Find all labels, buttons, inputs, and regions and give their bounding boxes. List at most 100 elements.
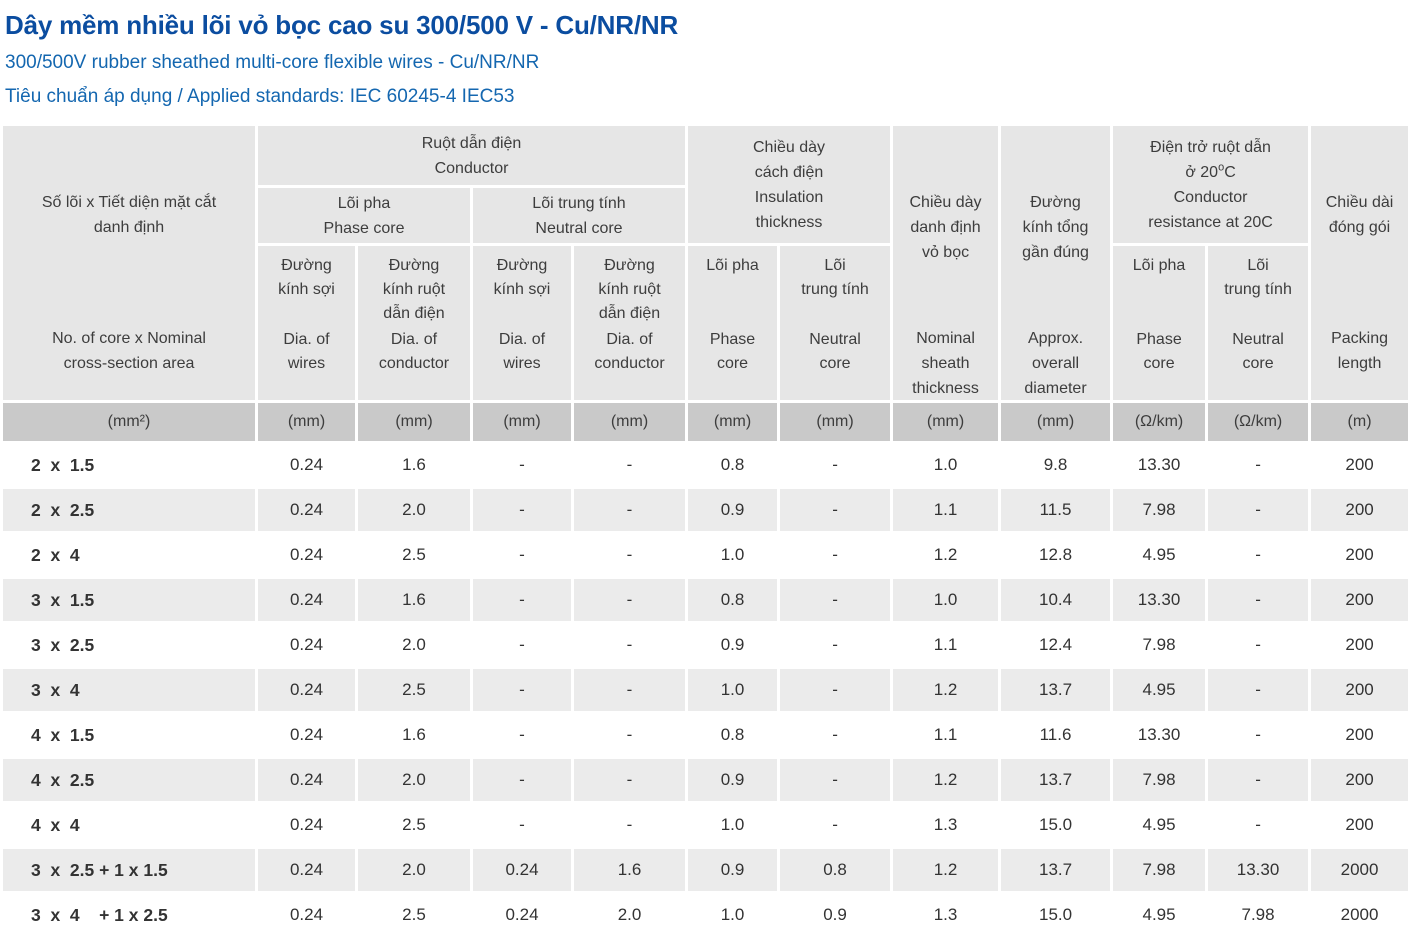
- header-label-vi-degree: ở 20oC: [1113, 160, 1308, 185]
- cell-value: 2000: [1310, 893, 1408, 938]
- cell-value: 2.0: [357, 848, 472, 893]
- cell-value: 2.0: [357, 488, 472, 533]
- cell-value: 0.24: [257, 578, 357, 623]
- cell-value: 7.98: [1112, 758, 1207, 803]
- header-label-vi: Lõi pha: [1113, 246, 1205, 278]
- col-header-dia-conductor-neutral: Đường kính ruột dẫn điện Dia. of conduct…: [573, 245, 687, 402]
- header-label-en: Phase core: [1113, 328, 1205, 376]
- col-header-phase-core-group: Lõi pha Phase core: [257, 187, 472, 245]
- col-header-dia-conductor-phase: Đường kính ruột dẫn điện Dia. of conduct…: [357, 245, 472, 402]
- unit-cell: (Ω/km): [1207, 402, 1310, 443]
- cell-core-size: 3 x 2.5: [2, 623, 257, 668]
- unit-cell: (mm): [357, 402, 472, 443]
- cell-value: 1.2: [892, 848, 1000, 893]
- header-label-vi: Chiều dày cách điện: [688, 135, 890, 185]
- cell-value: 13.30: [1207, 848, 1310, 893]
- col-header-packing-length: Chiều dài đóng gói Packing length: [1310, 125, 1408, 402]
- unit-cell: (mm): [1000, 402, 1112, 443]
- cell-value: 0.8: [687, 578, 779, 623]
- cell-core-size: 3 x 4 + 1 x 2.5: [2, 893, 257, 938]
- cell-value: 1.2: [892, 533, 1000, 578]
- cell-value: -: [472, 488, 573, 533]
- cell-value: -: [573, 623, 687, 668]
- cell-value: -: [472, 443, 573, 488]
- cell-value: -: [1207, 578, 1310, 623]
- cell-value: 1.0: [687, 893, 779, 938]
- cell-value: -: [779, 803, 892, 848]
- header-label-en: No. of core x Nominal cross-section area: [3, 326, 255, 376]
- cell-value: 1.2: [892, 668, 1000, 713]
- cell-value: -: [1207, 758, 1310, 803]
- col-header-neutral-core-group: Lõi trung tính Neutral core: [472, 187, 687, 245]
- header-label-en: Dia. of conductor: [358, 328, 470, 376]
- cell-value: 0.24: [257, 713, 357, 758]
- cell-value: 1.0: [892, 578, 1000, 623]
- unit-cell: (Ω/km): [1112, 402, 1207, 443]
- cell-core-size: 4 x 2.5: [2, 758, 257, 803]
- col-header-core-size: Số lõi x Tiết diện mặt cắt danh định No.…: [2, 125, 257, 402]
- cell-value: -: [472, 578, 573, 623]
- cell-value: 2.5: [357, 533, 472, 578]
- cell-value: 7.98: [1207, 893, 1310, 938]
- header-label-en: Neutral core: [1208, 328, 1308, 376]
- header-label-vi: Số lõi x Tiết diện mặt cắt danh định: [3, 190, 255, 240]
- cell-value: -: [779, 533, 892, 578]
- col-header-overall-diameter: Đường kính tổng gần đúng Approx. overall…: [1000, 125, 1112, 402]
- header-label-vi: Điện trở ruột dẫn: [1113, 135, 1308, 160]
- cell-value: 200: [1310, 758, 1408, 803]
- cell-value: 2.5: [357, 803, 472, 848]
- cell-value: 1.6: [357, 443, 472, 488]
- cell-value: 0.9: [687, 758, 779, 803]
- cell-value: 200: [1310, 803, 1408, 848]
- cell-value: 2.0: [357, 758, 472, 803]
- unit-cell: (mm): [779, 402, 892, 443]
- cell-value: 1.6: [357, 578, 472, 623]
- cell-value: -: [1207, 713, 1310, 758]
- cell-value: 1.1: [892, 713, 1000, 758]
- header-row-1: Số lõi x Tiết diện mặt cắt danh định No.…: [2, 125, 1408, 187]
- col-header-resistance-neutral: Lõi trung tính Neutral core: [1207, 245, 1310, 402]
- cell-value: 0.24: [472, 893, 573, 938]
- cell-value: 1.1: [892, 623, 1000, 668]
- header-label-vi: Lõi trung tính: [780, 246, 890, 302]
- cell-value: 1.0: [892, 443, 1000, 488]
- unit-cell: (mm): [892, 402, 1000, 443]
- cell-value: 11.6: [1000, 713, 1112, 758]
- header-label-en: Approx. overall diameter: [1001, 326, 1110, 401]
- cell-value: 1.3: [892, 803, 1000, 848]
- cell-value: -: [573, 668, 687, 713]
- cell-value: 13.7: [1000, 668, 1112, 713]
- cell-value: -: [779, 578, 892, 623]
- page-title: Dây mềm nhiều lõi vỏ bọc cao su 300/500 …: [5, 10, 1408, 40]
- header-label-vi: Đường kính sợi: [473, 246, 571, 302]
- cell-value: 2.5: [357, 893, 472, 938]
- cell-value: 200: [1310, 488, 1408, 533]
- cell-value: -: [472, 713, 573, 758]
- cell-value: -: [1207, 533, 1310, 578]
- cell-value: 0.9: [687, 848, 779, 893]
- col-header-dia-wires-phase: Đường kính sợi Dia. of wires: [257, 245, 357, 402]
- cell-value: -: [472, 623, 573, 668]
- cell-value: 0.24: [257, 893, 357, 938]
- cell-value: -: [1207, 803, 1310, 848]
- cell-value: 10.4: [1000, 578, 1112, 623]
- header-label-vi: Chiều dày danh định vỏ bọc: [893, 190, 998, 265]
- cell-value: 11.5: [1000, 488, 1112, 533]
- cell-value: 7.98: [1112, 623, 1207, 668]
- header-label-en: Conductor: [258, 156, 685, 181]
- cell-value: 0.24: [257, 803, 357, 848]
- cell-value: -: [1207, 668, 1310, 713]
- header-label-en: Packing length: [1311, 326, 1408, 376]
- cell-value: 13.30: [1112, 578, 1207, 623]
- cell-core-size: 2 x 2.5: [2, 488, 257, 533]
- header-label-vi: Lõi pha: [688, 246, 777, 278]
- cell-value: 0.8: [687, 713, 779, 758]
- cell-value: 9.8: [1000, 443, 1112, 488]
- cell-value: 0.9: [687, 623, 779, 668]
